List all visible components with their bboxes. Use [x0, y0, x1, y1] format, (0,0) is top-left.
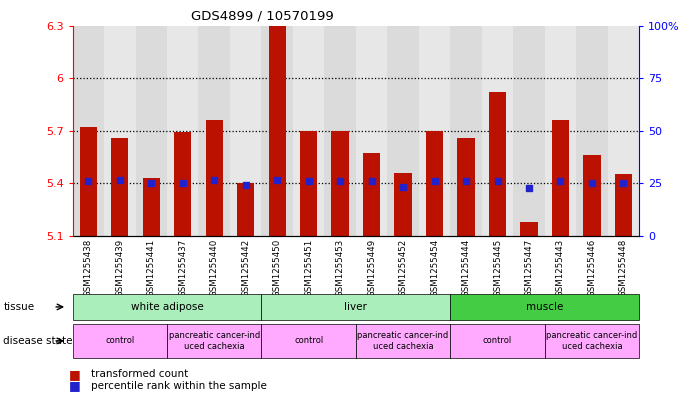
- Bar: [615, 174, 632, 236]
- Bar: [451, 26, 482, 236]
- Bar: [237, 183, 254, 236]
- Bar: [576, 26, 607, 236]
- Bar: [300, 130, 317, 236]
- Bar: [552, 120, 569, 236]
- Text: percentile rank within the sample: percentile rank within the sample: [91, 381, 267, 391]
- Text: tissue: tissue: [3, 302, 35, 312]
- Text: control: control: [483, 336, 512, 345]
- Bar: [356, 26, 388, 236]
- Bar: [261, 26, 293, 236]
- Bar: [230, 26, 261, 236]
- Text: liver: liver: [344, 302, 368, 312]
- Bar: [79, 127, 97, 236]
- Text: pancreatic cancer-ind
uced cachexia: pancreatic cancer-ind uced cachexia: [547, 331, 638, 351]
- Bar: [142, 178, 160, 236]
- Bar: [545, 26, 576, 236]
- Text: muscle: muscle: [526, 302, 563, 312]
- Text: white adipose: white adipose: [131, 302, 203, 312]
- Bar: [205, 120, 223, 236]
- Bar: [419, 26, 451, 236]
- Bar: [482, 26, 513, 236]
- Bar: [73, 26, 104, 236]
- Text: ■: ■: [69, 379, 81, 393]
- Bar: [104, 26, 135, 236]
- Bar: [457, 138, 475, 236]
- Text: disease state: disease state: [3, 336, 73, 346]
- Bar: [395, 173, 412, 236]
- Text: control: control: [105, 336, 134, 345]
- Bar: [332, 130, 349, 236]
- Bar: [520, 222, 538, 236]
- Bar: [324, 26, 356, 236]
- Text: transformed count: transformed count: [91, 369, 189, 379]
- Text: GDS4899 / 10570199: GDS4899 / 10570199: [191, 10, 334, 23]
- Bar: [513, 26, 545, 236]
- Bar: [111, 138, 129, 236]
- Bar: [388, 26, 419, 236]
- Bar: [583, 155, 600, 236]
- Bar: [174, 132, 191, 236]
- Bar: [607, 26, 639, 236]
- Bar: [167, 26, 198, 236]
- Text: pancreatic cancer-ind
uced cachexia: pancreatic cancer-ind uced cachexia: [169, 331, 260, 351]
- Bar: [198, 26, 230, 236]
- Bar: [135, 26, 167, 236]
- Text: pancreatic cancer-ind
uced cachexia: pancreatic cancer-ind uced cachexia: [357, 331, 448, 351]
- Text: ■: ■: [69, 367, 81, 381]
- Bar: [269, 26, 286, 236]
- Bar: [363, 153, 380, 236]
- Text: control: control: [294, 336, 323, 345]
- Bar: [426, 130, 443, 236]
- Bar: [293, 26, 324, 236]
- Bar: [489, 92, 507, 236]
